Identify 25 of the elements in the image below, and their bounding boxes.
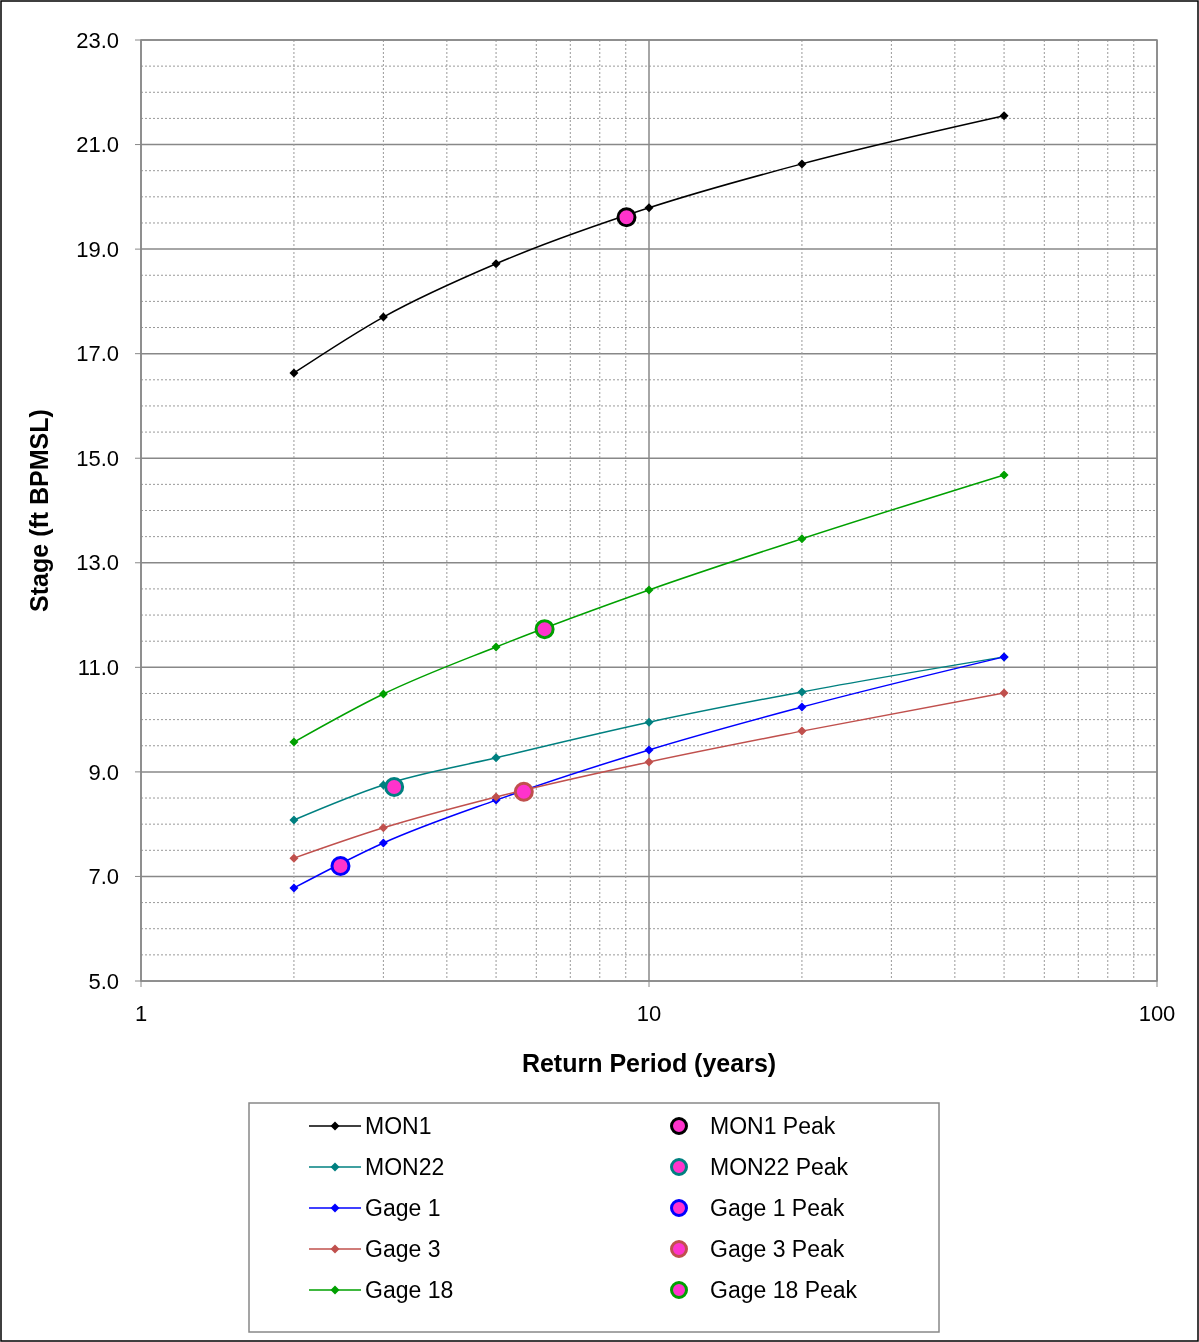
y-tick-label: 5.0 [88, 968, 119, 994]
y-tick-label: 7.0 [88, 864, 119, 890]
y-tick-label: 19.0 [76, 236, 119, 262]
legend-label: MON1 Peak [710, 1113, 836, 1140]
y-tick-label: 23.0 [76, 27, 119, 53]
y-tick-label: 15.0 [76, 445, 119, 471]
y-tick-label: 13.0 [76, 550, 119, 576]
x-tick-label: 100 [1138, 1001, 1176, 1026]
legend-label: Gage 3 Peak [710, 1236, 845, 1263]
y-tick-label: 11.0 [77, 655, 119, 681]
legend-label: Gage 1 [365, 1195, 441, 1222]
x-tick-label: 1 [134, 1001, 148, 1026]
legend-label: MON1 [365, 1113, 432, 1140]
legend-label: Gage 1 Peak [710, 1195, 845, 1222]
legend-label: Gage 18 Peak [710, 1277, 858, 1304]
y-tick-label: 21.0 [76, 132, 119, 158]
y-axis-title: Stage (ft BPMSL) [25, 409, 53, 612]
x-axis-title: Return Period (years) [521, 1049, 777, 1077]
y-tick-label: 9.0 [88, 759, 119, 785]
legend-label: Gage 3 [365, 1236, 441, 1263]
legend-label: MON22 Peak [710, 1154, 849, 1181]
x-tick-label: 10 [636, 1001, 662, 1026]
y-tick-label: 17.0 [76, 341, 119, 367]
legend-label: MON22 [365, 1154, 445, 1181]
legend-label: Gage 18 [365, 1277, 454, 1304]
